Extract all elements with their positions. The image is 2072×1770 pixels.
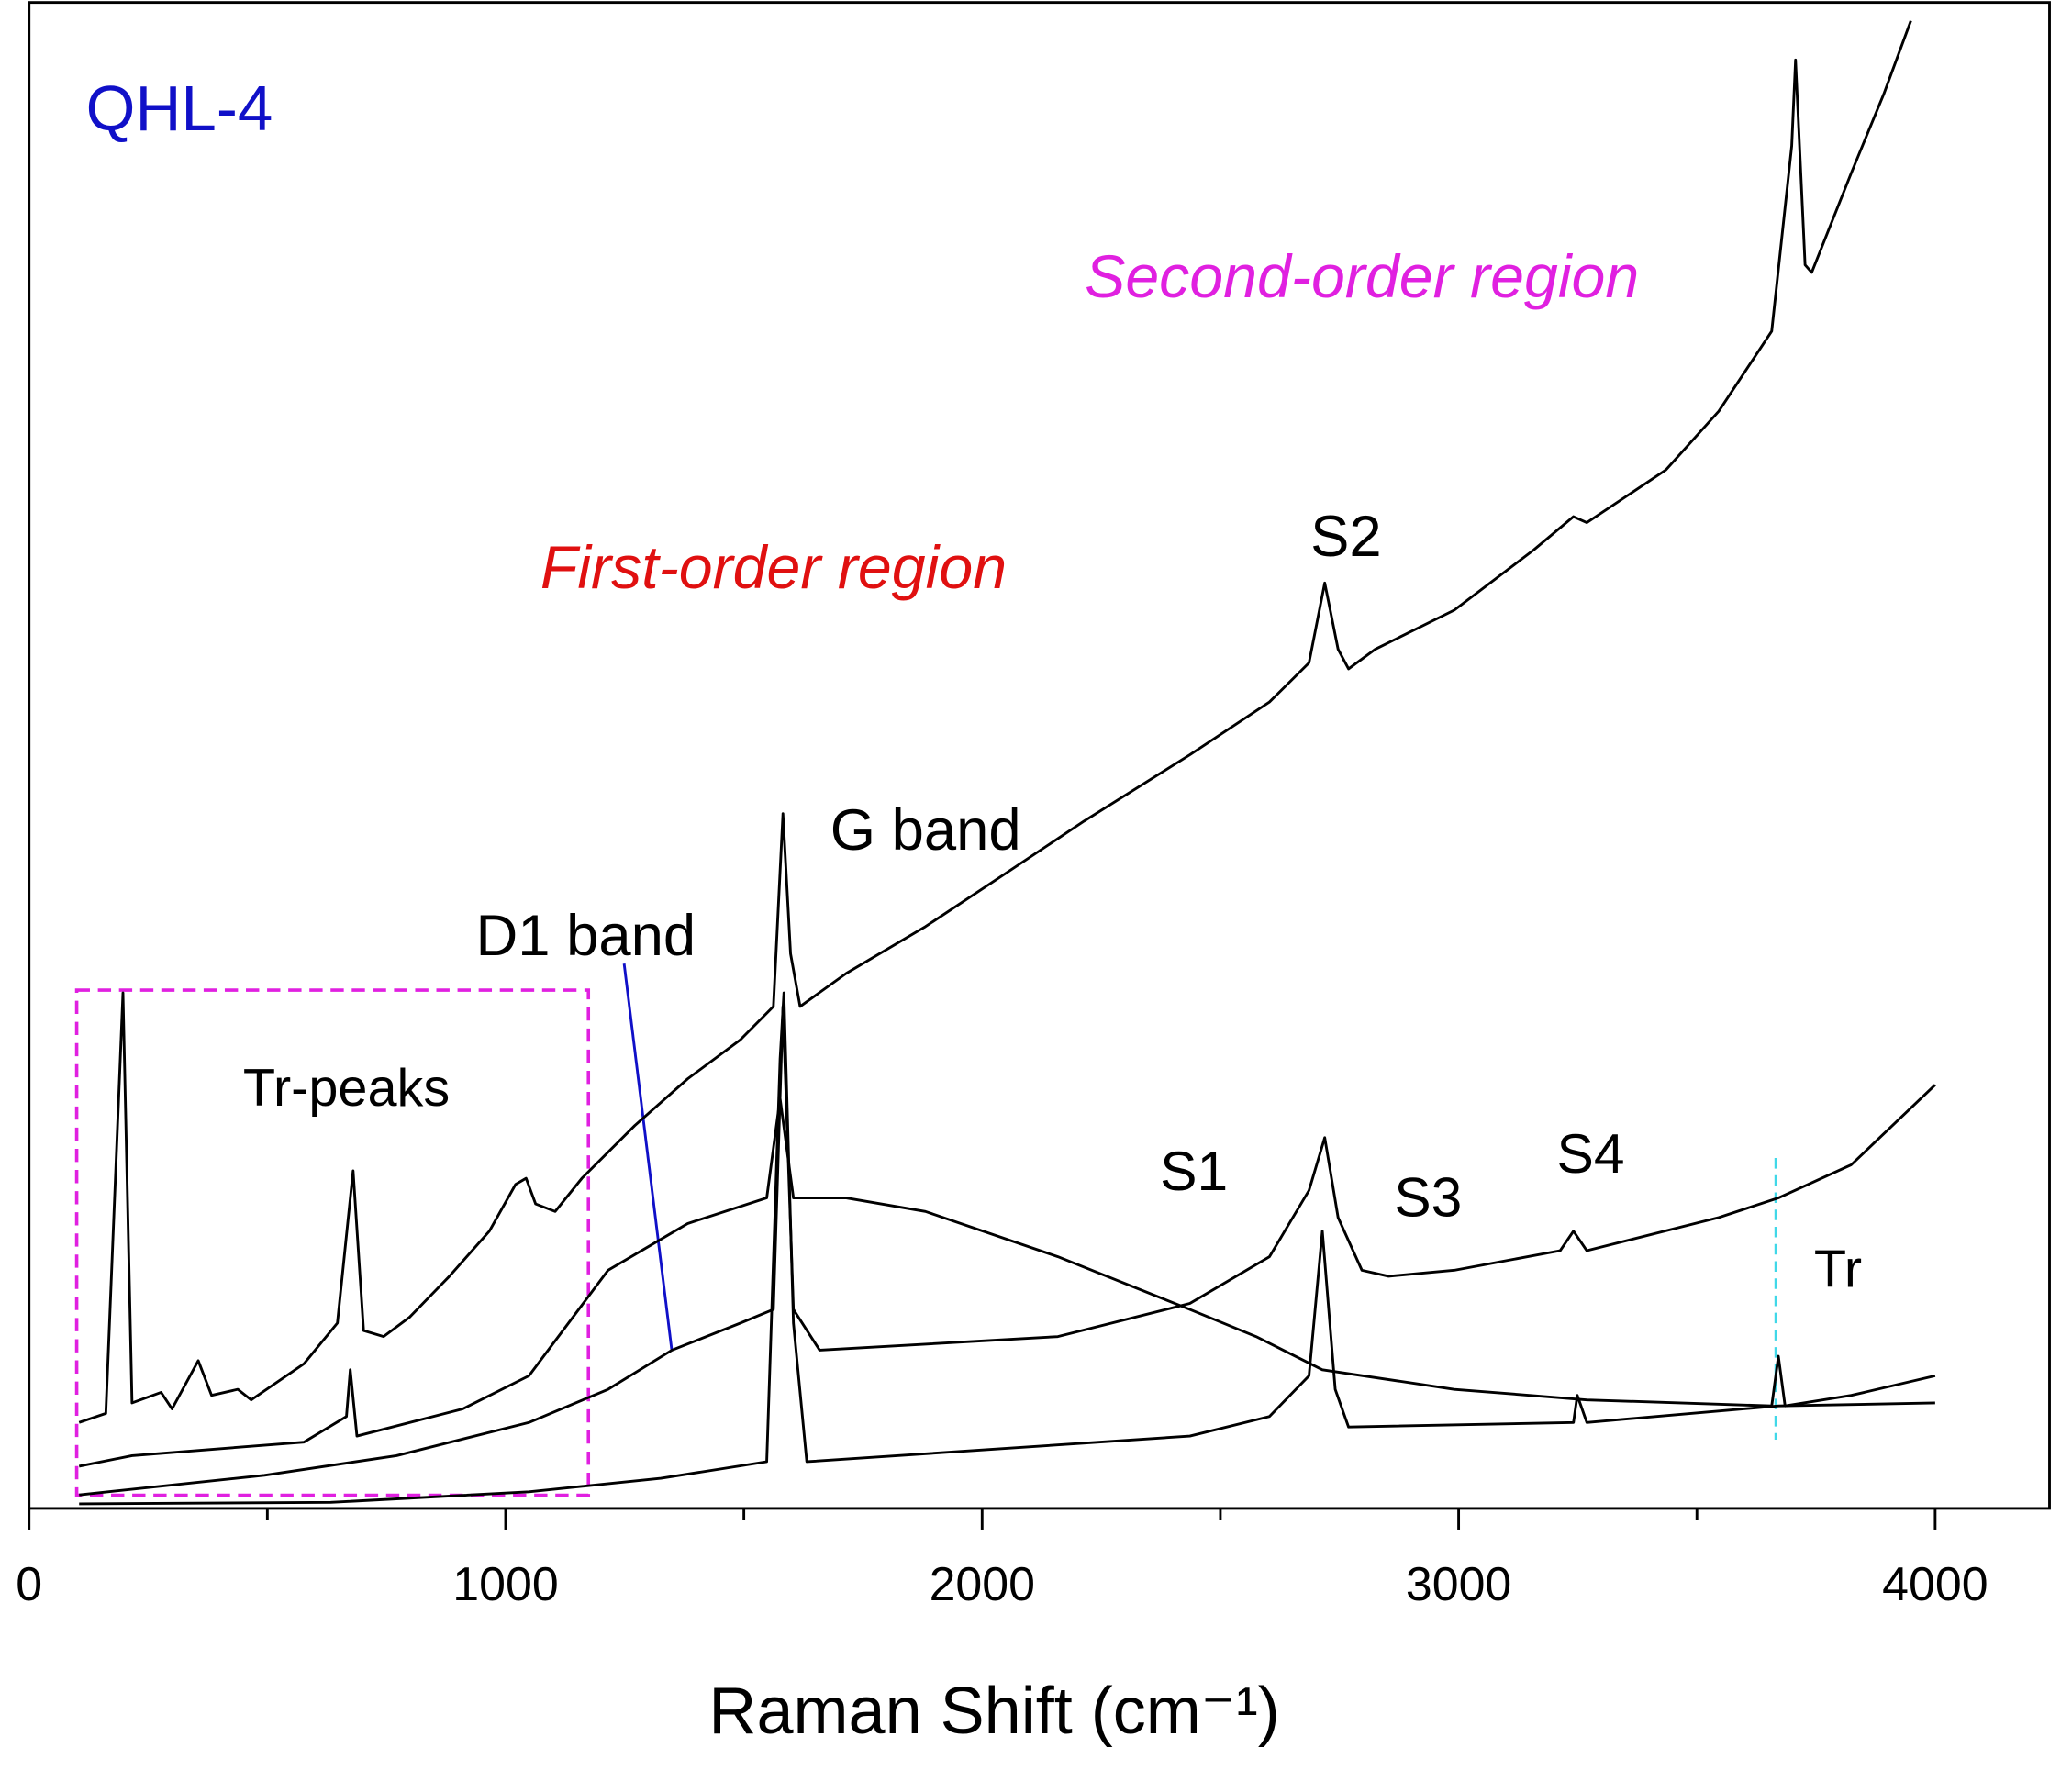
annotation: S4: [1556, 1122, 1624, 1185]
spectrum-line: [78, 1097, 1936, 1468]
annotation: S2: [1310, 505, 1382, 569]
x-tick-label: 1000: [452, 1557, 558, 1610]
d1-pointer: [622, 963, 674, 1351]
plot-frame: [28, 1, 2051, 1510]
spectrum-line: [78, 20, 1912, 1424]
spectrum-line: [79, 991, 1935, 1506]
annotation: Tr-peaks: [243, 1059, 450, 1118]
annotation: S1: [1160, 1140, 1228, 1202]
x-tick-label: 4000: [1882, 1557, 1988, 1610]
x-tick-label: 0: [16, 1557, 42, 1610]
x-tick-label: 3000: [1406, 1557, 1511, 1610]
annotation: QHL-4: [86, 72, 273, 144]
annotation: G band: [830, 798, 1021, 863]
spectrum-line: [79, 1005, 1936, 1497]
annotation: S3: [1394, 1166, 1462, 1229]
x-tick-label: 2000: [930, 1557, 1035, 1610]
annotation: D1 band: [476, 904, 696, 968]
x-axis-label: Raman Shift (cm⁻¹): [708, 1675, 1279, 1748]
annotation: Tr: [1814, 1241, 1862, 1299]
annotation: First-order region: [540, 534, 1007, 602]
tr-region-box: [74, 988, 591, 1497]
annotation: Second-order region: [1085, 243, 1639, 311]
